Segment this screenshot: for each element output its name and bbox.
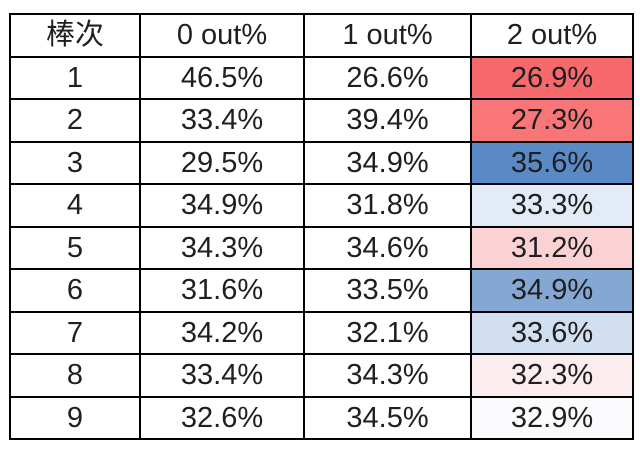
out0-cell: 34.9% (139, 183, 305, 228)
out1-cell: 34.9% (303, 140, 472, 185)
batting-order-cell: 4 (9, 183, 141, 228)
header-batting-order: 棒次 (9, 13, 141, 58)
out0-cell: 46.5% (139, 55, 305, 100)
table-row: 1 46.5% 26.6% 26.9% (9, 55, 634, 100)
stats-table-container: 棒次 0 out% 1 out% 2 out% 1 46.5% 26.6% 26… (9, 13, 634, 440)
out0-cell: 33.4% (139, 353, 305, 398)
table-row: 2 33.4% 39.4% 27.3% (9, 98, 634, 143)
out1-cell: 34.5% (303, 395, 472, 440)
out0-cell: 33.4% (139, 98, 305, 143)
out1-cell: 26.6% (303, 55, 472, 100)
batting-order-cell: 9 (9, 395, 141, 440)
out0-cell: 34.3% (139, 225, 305, 270)
table-row: 5 34.3% 34.6% 31.2% (9, 225, 634, 270)
table-row: 9 32.6% 34.5% 32.9% (9, 395, 634, 440)
header-2-out-pct: 2 out% (470, 13, 634, 58)
out0-cell: 29.5% (139, 140, 305, 185)
batting-order-cell: 8 (9, 353, 141, 398)
out2-cell: 33.6% (470, 310, 634, 355)
out1-cell: 32.1% (303, 310, 472, 355)
table-row: 4 34.9% 31.8% 33.3% (9, 183, 634, 228)
batting-order-cell: 1 (9, 55, 141, 100)
out1-cell: 31.8% (303, 183, 472, 228)
out2-cell: 32.9% (470, 395, 634, 440)
out2-cell: 26.9% (470, 55, 634, 100)
out2-cell: 27.3% (470, 98, 634, 143)
out1-cell: 39.4% (303, 98, 472, 143)
header-0-out-pct: 0 out% (139, 13, 305, 58)
out0-cell: 34.2% (139, 310, 305, 355)
batting-order-out-percentage-table: 棒次 0 out% 1 out% 2 out% 1 46.5% 26.6% 26… (9, 13, 634, 440)
out1-cell: 34.6% (303, 225, 472, 270)
header-1-out-pct: 1 out% (303, 13, 472, 58)
table-row: 8 33.4% 34.3% 32.3% (9, 353, 634, 398)
batting-order-cell: 6 (9, 268, 141, 313)
header-row: 棒次 0 out% 1 out% 2 out% (9, 13, 634, 58)
batting-order-cell: 7 (9, 310, 141, 355)
out0-cell: 31.6% (139, 268, 305, 313)
table-row: 3 29.5% 34.9% 35.6% (9, 140, 634, 185)
out1-cell: 33.5% (303, 268, 472, 313)
table-row: 6 31.6% 33.5% 34.9% (9, 268, 634, 313)
out1-cell: 34.3% (303, 353, 472, 398)
out2-cell: 32.3% (470, 353, 634, 398)
batting-order-cell: 2 (9, 98, 141, 143)
out2-cell: 34.9% (470, 268, 634, 313)
out2-cell: 35.6% (470, 140, 634, 185)
table-row: 7 34.2% 32.1% 33.6% (9, 310, 634, 355)
out0-cell: 32.6% (139, 395, 305, 440)
out2-cell: 31.2% (470, 225, 634, 270)
batting-order-cell: 5 (9, 225, 141, 270)
out2-cell: 33.3% (470, 183, 634, 228)
batting-order-cell: 3 (9, 140, 141, 185)
